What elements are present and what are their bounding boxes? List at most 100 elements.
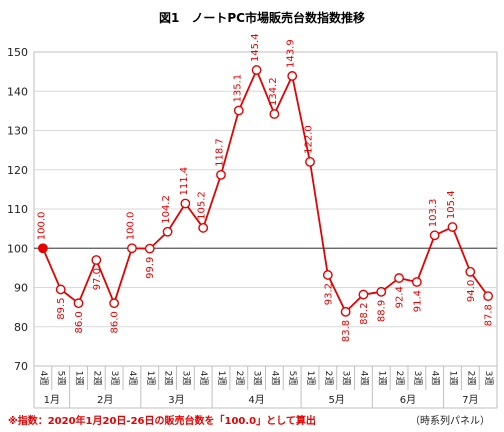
x-week-label: 4週 [127, 371, 138, 386]
data-label: 86.0 [110, 311, 121, 333]
data-point [465, 266, 476, 277]
data-label: 105.4 [446, 190, 457, 219]
data-label: 122.0 [304, 125, 315, 154]
x-month-label: 2月 [97, 394, 113, 406]
x-week-label: 2週 [394, 371, 405, 386]
x-axis: 4週 5週 1週 2週 3週 4週 1週 2週 3週 4週 1週 2週 3週 4週 5週 1週 2週 3週 4週 1週… [33, 366, 498, 409]
x-month-label: 6月 [400, 394, 416, 406]
x-month-label: 5月 [329, 394, 345, 406]
x-week-label: 3週 [412, 371, 423, 386]
x-week-label: 2週 [163, 371, 174, 386]
x-week-label: 3週 [483, 371, 494, 386]
x-week-label: 3週 [109, 371, 120, 386]
x-week-label: 4週 [269, 371, 280, 386]
data-point [162, 226, 173, 237]
x-week-label: 5週 [56, 371, 67, 386]
x-week-label: 2週 [465, 371, 476, 386]
data-point [340, 306, 351, 317]
x-month-label: 4月 [248, 394, 264, 406]
data-label: 135.1 [232, 74, 243, 103]
x-week-label: 1週 [305, 371, 316, 386]
data-label: 88.2 [359, 303, 370, 325]
data-point [144, 243, 155, 254]
data-point [180, 198, 191, 209]
data-point [447, 222, 458, 232]
x-week-label: 2週 [323, 371, 334, 386]
data-point [73, 298, 84, 309]
x-week-label: 4週 [430, 371, 441, 386]
y-tick-label: 110 [7, 203, 28, 216]
x-week-label: 4週 [38, 371, 49, 386]
data-label: 104.2 [161, 195, 172, 224]
data-label: 143.9 [286, 39, 297, 68]
data-label: 100.0 [125, 212, 136, 241]
x-week-label: 4週 [358, 371, 369, 386]
x-week-label: 1週 [145, 371, 156, 386]
footnote: ※指数：2020年1月20日-26日の販売台数を「100.0」として算出 [8, 414, 316, 427]
data-label: 103.3 [428, 199, 439, 228]
data-label: 87.8 [484, 304, 495, 326]
data-label: 92.4 [395, 286, 406, 308]
x-week-label: 3週 [341, 371, 352, 386]
data-label: 93.2 [323, 283, 334, 305]
y-tick-label: 100 [7, 242, 28, 255]
data-label: 99.9 [145, 257, 156, 279]
data-point [429, 230, 440, 241]
x-month-label: 7月 [462, 394, 478, 406]
data-label: 105.2 [197, 191, 208, 220]
y-tick-label: 90 [14, 282, 28, 295]
y-axis: 70 80 90 100 110 120 130 140 150 [7, 46, 28, 373]
data-point [127, 243, 137, 254]
data-point [411, 277, 422, 287]
data-label: 89.5 [56, 297, 67, 319]
data-point [322, 270, 333, 280]
x-week-label: 1週 [376, 371, 387, 386]
data-point [287, 71, 298, 81]
data-point [251, 65, 262, 75]
data-point [483, 291, 493, 302]
y-tick-label: 70 [14, 360, 28, 373]
x-week-label: 1週 [216, 371, 227, 386]
data-point [198, 222, 209, 233]
data-point [358, 289, 369, 300]
x-week-label: 4週 [198, 371, 209, 386]
data-point [91, 255, 102, 265]
data-point [394, 273, 404, 283]
data-label: 83.8 [341, 320, 352, 342]
data-point [109, 298, 120, 309]
x-month-label: 1月 [44, 394, 60, 406]
x-week-label: 5週 [287, 371, 298, 386]
data-label: 91.4 [412, 290, 423, 312]
plot-area: 100.0 89.5 86.0 97.0 86.0 100.0 99.9 104.2 111.4… [36, 33, 494, 342]
data-point [305, 156, 315, 167]
data-point [269, 109, 280, 119]
y-tick-label: 130 [7, 125, 28, 138]
data-point [233, 105, 244, 116]
x-month-label: 3月 [168, 394, 184, 406]
x-week-label: 2週 [234, 371, 245, 386]
y-tick-label: 140 [7, 85, 28, 98]
data-label: 134.2 [268, 77, 279, 106]
data-point [38, 243, 48, 254]
data-point [216, 169, 226, 180]
source-note: （時系列パネル） [410, 414, 490, 427]
y-tick-label: 120 [7, 164, 28, 177]
series-line [42, 69, 489, 313]
data-point [55, 284, 66, 295]
x-week-label: 1週 [74, 371, 85, 386]
x-week-label: 2週 [91, 371, 102, 386]
data-label: 86.0 [74, 311, 85, 333]
data-label: 94.0 [466, 280, 477, 302]
y-tick-label: 80 [14, 321, 28, 334]
chart-title: 図1 ノートPC市場販売台数指数推移 [159, 10, 365, 25]
x-week-label: 3週 [252, 371, 263, 386]
data-label: 111.4 [179, 167, 190, 196]
data-label: 88.9 [377, 300, 388, 322]
y-tick-label: 150 [7, 46, 28, 59]
x-week-label: 3週 [180, 371, 191, 386]
data-label: 100.0 [36, 212, 47, 241]
data-label: 97.0 [92, 268, 103, 290]
data-label: 145.4 [250, 33, 261, 62]
data-label: 118.7 [214, 138, 225, 167]
